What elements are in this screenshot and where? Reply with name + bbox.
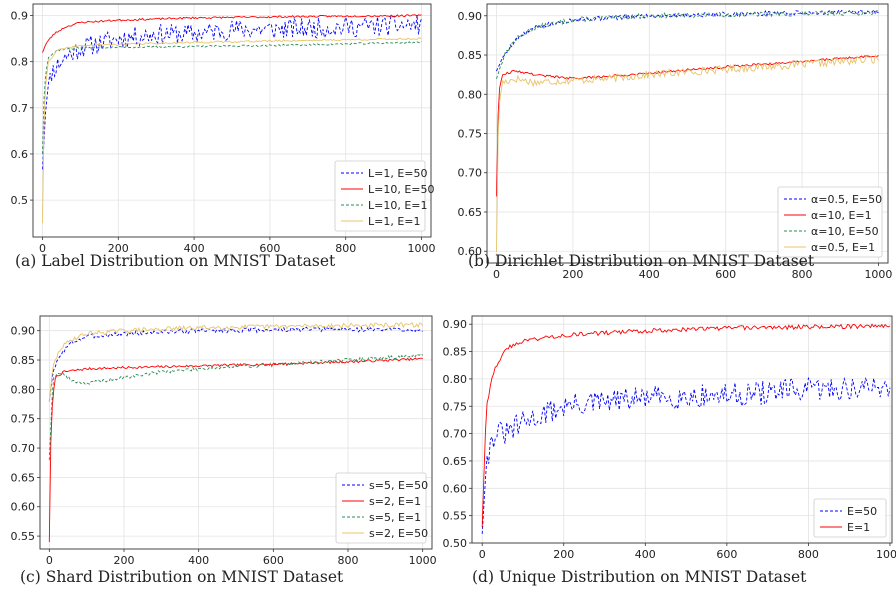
y-tick-label-3: 0.70 <box>11 442 36 455</box>
y-tick-label-1: 0.55 <box>443 510 468 523</box>
series-line-2 <box>48 353 424 461</box>
legend-label-2: L=10, E=1 <box>368 199 428 212</box>
axes-frame <box>39 315 433 550</box>
chart-panel-3: 0 200 400 600 800 1000 0.50 0.55 0.60 0.65 0.70 0.7… <box>443 315 896 561</box>
y-tick-label-4: 0.9 <box>11 10 29 23</box>
x-tick-label-1: 200 <box>553 548 574 561</box>
series-line-3 <box>496 54 879 252</box>
y-tick-label-0: 0.50 <box>443 537 468 550</box>
axes-frame <box>471 315 893 544</box>
x-tick-label-3: 600 <box>715 268 736 281</box>
y-tick-label-2: 0.60 <box>443 482 468 495</box>
x-tick-label-3: 600 <box>259 242 280 255</box>
y-tick-label-5: 0.75 <box>443 400 468 413</box>
series-line-3 <box>48 321 424 402</box>
legend-box <box>777 186 883 258</box>
figure-caption-0: (a) Label Distribution on MNIST Dataset <box>15 252 336 270</box>
y-tick-label-6: 0.85 <box>11 354 36 367</box>
x-tick-label-4: 800 <box>335 242 356 255</box>
series-line-2 <box>496 9 879 80</box>
x-tick-label-5: 1000 <box>408 242 436 255</box>
x-tick-label-4: 800 <box>792 268 813 281</box>
x-tick-label-0: 0 <box>479 548 486 561</box>
legend-label-3: α=0.5, E=1 <box>811 241 875 254</box>
x-tick-label-0: 0 <box>46 554 53 567</box>
y-tick-label-2: 0.7 <box>11 102 29 115</box>
chart-panel-1: 0 200 400 600 800 1000 0.60 0.65 0.70 0.75 0.80 0.8… <box>458 3 892 281</box>
legend-label-0: E=50 <box>847 505 877 518</box>
y-tick-label-3: 0.75 <box>458 128 483 141</box>
y-tick-label-5: 0.80 <box>11 383 36 396</box>
series-line-3 <box>42 37 422 224</box>
x-tick-label-1: 200 <box>108 242 129 255</box>
figure-caption-2: (c) Shard Distribution on MNIST Dataset <box>20 568 344 586</box>
figure-caption-1: (b) Dirichlet Distribution on MNIST Data… <box>468 252 815 270</box>
y-tick-label-2: 0.65 <box>11 471 36 484</box>
series-line-2 <box>42 41 422 155</box>
x-tick-label-2: 400 <box>635 548 656 561</box>
legend: E=50 E=1 <box>813 498 887 538</box>
legend-label-2: α=10, E=50 <box>811 225 879 238</box>
x-tick-label-2: 400 <box>639 268 660 281</box>
series-line-0 <box>42 14 422 170</box>
y-tick-label-4: 0.80 <box>458 88 483 101</box>
chart-panel-0: 0 200 400 600 800 1000 0.5 0.6 0.7 0.8 0.9 L=1, E=5… <box>11 3 436 255</box>
legend-box <box>335 472 427 544</box>
series-line-1 <box>42 14 422 53</box>
series-line-0 <box>496 8 879 72</box>
legend-label-0: s=5, E=50 <box>369 479 428 492</box>
x-tick-label-3: 600 <box>263 554 284 567</box>
y-tick-label-4: 0.70 <box>443 428 468 441</box>
series-line-1 <box>496 55 879 197</box>
legend-label-1: s=2, E=1 <box>369 495 421 508</box>
x-tick-label-2: 400 <box>188 554 209 567</box>
legend-label-1: E=1 <box>847 521 870 534</box>
x-tick-label-5: 1000 <box>876 548 896 561</box>
x-tick-label-1: 200 <box>562 268 583 281</box>
y-tick-label-1: 0.65 <box>458 206 483 219</box>
axes-frame <box>32 3 432 238</box>
x-tick-label-5: 1000 <box>864 268 892 281</box>
chart-panel-2: 0 200 400 600 800 1000 0.55 0.60 0.65 0.70 0.75 0.8… <box>11 315 437 567</box>
x-tick-label-1: 200 <box>114 554 135 567</box>
y-tick-label-7: 0.85 <box>443 346 468 359</box>
y-tick-label-8: 0.90 <box>443 318 468 331</box>
y-tick-label-5: 0.85 <box>458 49 483 62</box>
y-tick-label-1: 0.60 <box>11 501 36 514</box>
x-tick-label-2: 400 <box>184 242 205 255</box>
y-tick-label-2: 0.70 <box>458 167 483 180</box>
figure-caption-3: (d) Unique Distribution on MNIST Dataset <box>472 568 807 586</box>
legend-box <box>334 160 426 232</box>
series-line-0 <box>48 326 423 402</box>
x-tick-label-4: 800 <box>798 548 819 561</box>
legend: L=1, E=50 L=10, E=50 L=10, E=1 L=1, E=1 <box>334 160 435 232</box>
legend-label-2: s=5, E=1 <box>369 511 421 524</box>
x-tick-label-0: 0 <box>39 242 46 255</box>
y-tick-label-3: 0.8 <box>11 56 29 69</box>
y-tick-label-4: 0.75 <box>11 413 36 426</box>
y-tick-label-0: 0.5 <box>11 194 29 207</box>
x-tick-label-3: 600 <box>716 548 737 561</box>
legend: α=0.5, E=50 α=10, E=1 α=10, E=50 α=0.5, E=1 <box>777 186 883 258</box>
x-tick-label-0: 0 <box>493 268 500 281</box>
y-tick-label-7: 0.90 <box>11 325 36 338</box>
legend-label-0: α=0.5, E=50 <box>811 193 882 206</box>
legend-label-0: L=1, E=50 <box>368 167 428 180</box>
legend-label-3: L=1, E=1 <box>368 215 421 228</box>
y-tick-label-6: 0.80 <box>443 373 468 386</box>
legend: s=5, E=50 s=2, E=1 s=5, E=1 s=2, E=50 <box>335 472 428 544</box>
series-line-0 <box>481 376 891 534</box>
x-tick-label-4: 800 <box>338 554 359 567</box>
legend-label-1: L=10, E=50 <box>368 183 435 196</box>
y-tick-label-6: 0.90 <box>458 10 483 23</box>
y-tick-label-0: 0.55 <box>11 530 36 543</box>
legend-label-3: s=2, E=50 <box>369 527 428 540</box>
y-tick-label-3: 0.65 <box>443 455 468 468</box>
x-tick-label-5: 1000 <box>409 554 437 567</box>
legend-label-1: α=10, E=1 <box>811 209 872 222</box>
y-tick-label-1: 0.6 <box>11 148 29 161</box>
series-line-1 <box>481 323 891 527</box>
y-tick-label-0: 0.60 <box>458 245 483 258</box>
